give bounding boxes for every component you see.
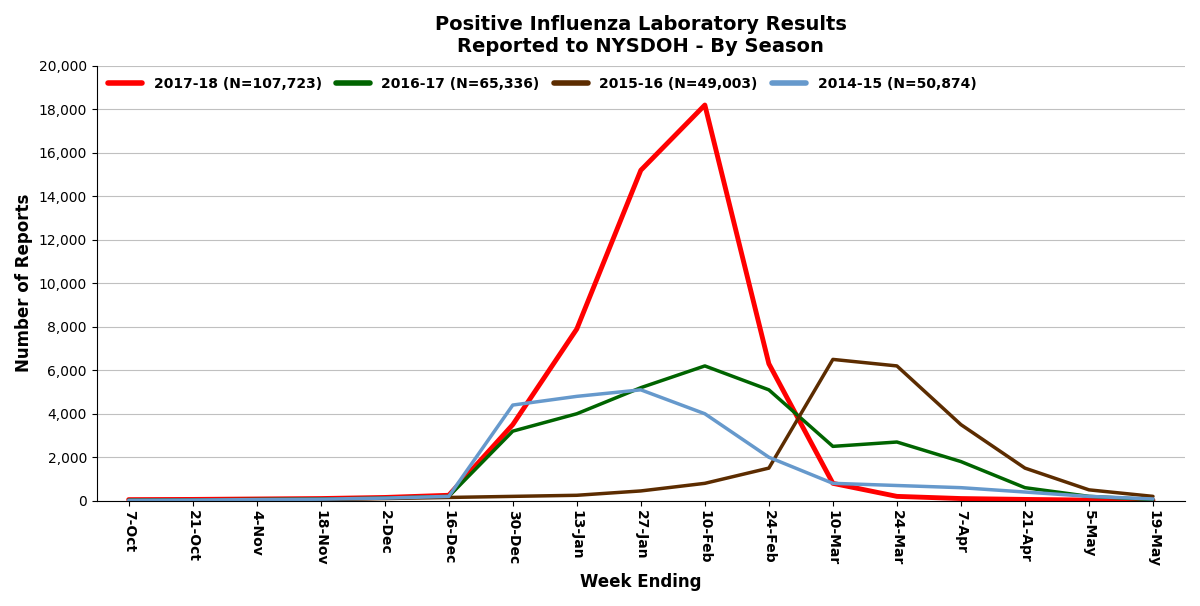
2014-15 (N=50,874) <box>697 410 712 418</box>
2016-17 (N=65,336) <box>570 410 584 418</box>
2016-17 (N=65,336) <box>826 443 840 450</box>
2014-15 (N=50,874) <box>634 386 648 393</box>
2016-17 (N=65,336) <box>378 494 392 502</box>
2014-15 (N=50,874) <box>378 494 392 502</box>
2015-16 (N=49,003) <box>889 362 904 370</box>
2017-18 (N=107,723) <box>1018 496 1032 503</box>
2016-17 (N=65,336) <box>313 495 328 502</box>
2017-18 (N=107,723) <box>378 494 392 501</box>
2014-15 (N=50,874) <box>889 482 904 489</box>
2016-17 (N=65,336) <box>889 438 904 445</box>
2015-16 (N=49,003) <box>634 487 648 494</box>
2017-18 (N=107,723) <box>505 421 520 428</box>
2016-17 (N=65,336) <box>634 384 648 391</box>
2016-17 (N=65,336) <box>762 386 776 393</box>
2016-17 (N=65,336) <box>121 496 136 504</box>
Line: 2015-16 (N=49,003): 2015-16 (N=49,003) <box>128 359 1153 501</box>
2016-17 (N=65,336) <box>250 496 264 503</box>
2017-18 (N=107,723) <box>442 491 456 499</box>
Title: Positive Influenza Laboratory Results
Reported to NYSDOH - By Season: Positive Influenza Laboratory Results Re… <box>434 15 847 56</box>
2014-15 (N=50,874) <box>313 496 328 503</box>
2014-15 (N=50,874) <box>1081 493 1096 500</box>
2015-16 (N=49,003) <box>697 480 712 487</box>
2016-17 (N=65,336) <box>697 362 712 370</box>
2015-16 (N=49,003) <box>250 496 264 503</box>
2014-15 (N=50,874) <box>250 496 264 503</box>
2016-17 (N=65,336) <box>1146 496 1160 503</box>
2016-17 (N=65,336) <box>442 493 456 500</box>
2016-17 (N=65,336) <box>954 458 968 465</box>
2017-18 (N=107,723) <box>1081 496 1096 504</box>
Line: 2017-18 (N=107,723): 2017-18 (N=107,723) <box>128 105 1153 501</box>
2015-16 (N=49,003) <box>1081 486 1096 493</box>
2017-18 (N=107,723) <box>634 167 648 174</box>
2016-17 (N=65,336) <box>1081 493 1096 500</box>
2014-15 (N=50,874) <box>1018 488 1032 496</box>
2014-15 (N=50,874) <box>1146 495 1160 502</box>
2017-18 (N=107,723) <box>954 495 968 502</box>
2015-16 (N=49,003) <box>1018 464 1032 471</box>
2015-16 (N=49,003) <box>954 421 968 428</box>
2017-18 (N=107,723) <box>889 493 904 500</box>
2014-15 (N=50,874) <box>505 401 520 408</box>
2014-15 (N=50,874) <box>826 480 840 487</box>
2015-16 (N=49,003) <box>762 464 776 471</box>
Y-axis label: Number of Reports: Number of Reports <box>16 194 34 373</box>
2014-15 (N=50,874) <box>762 454 776 461</box>
2014-15 (N=50,874) <box>954 484 968 491</box>
2015-16 (N=49,003) <box>186 496 200 504</box>
2017-18 (N=107,723) <box>697 101 712 108</box>
Line: 2016-17 (N=65,336): 2016-17 (N=65,336) <box>128 366 1153 500</box>
2015-16 (N=49,003) <box>505 493 520 500</box>
2014-15 (N=50,874) <box>570 393 584 400</box>
2015-16 (N=49,003) <box>121 497 136 504</box>
2015-16 (N=49,003) <box>570 491 584 499</box>
2016-17 (N=65,336) <box>505 427 520 435</box>
2015-16 (N=49,003) <box>313 496 328 503</box>
2017-18 (N=107,723) <box>1146 497 1160 504</box>
2017-18 (N=107,723) <box>570 325 584 333</box>
2015-16 (N=49,003) <box>1146 493 1160 500</box>
2017-18 (N=107,723) <box>250 495 264 502</box>
2017-18 (N=107,723) <box>826 480 840 487</box>
2014-15 (N=50,874) <box>186 496 200 504</box>
2014-15 (N=50,874) <box>442 493 456 500</box>
2017-18 (N=107,723) <box>186 496 200 503</box>
2017-18 (N=107,723) <box>762 360 776 367</box>
2014-15 (N=50,874) <box>121 497 136 504</box>
2015-16 (N=49,003) <box>442 494 456 501</box>
2015-16 (N=49,003) <box>826 356 840 363</box>
2016-17 (N=65,336) <box>186 496 200 504</box>
Line: 2014-15 (N=50,874): 2014-15 (N=50,874) <box>128 390 1153 501</box>
2015-16 (N=49,003) <box>378 495 392 502</box>
2016-17 (N=65,336) <box>1018 484 1032 491</box>
2017-18 (N=107,723) <box>121 496 136 503</box>
X-axis label: Week Ending: Week Ending <box>580 573 702 591</box>
2017-18 (N=107,723) <box>313 495 328 502</box>
Legend: 2017-18 (N=107,723), 2016-17 (N=65,336), 2015-16 (N=49,003), 2014-15 (N=50,874): 2017-18 (N=107,723), 2016-17 (N=65,336),… <box>103 73 980 95</box>
